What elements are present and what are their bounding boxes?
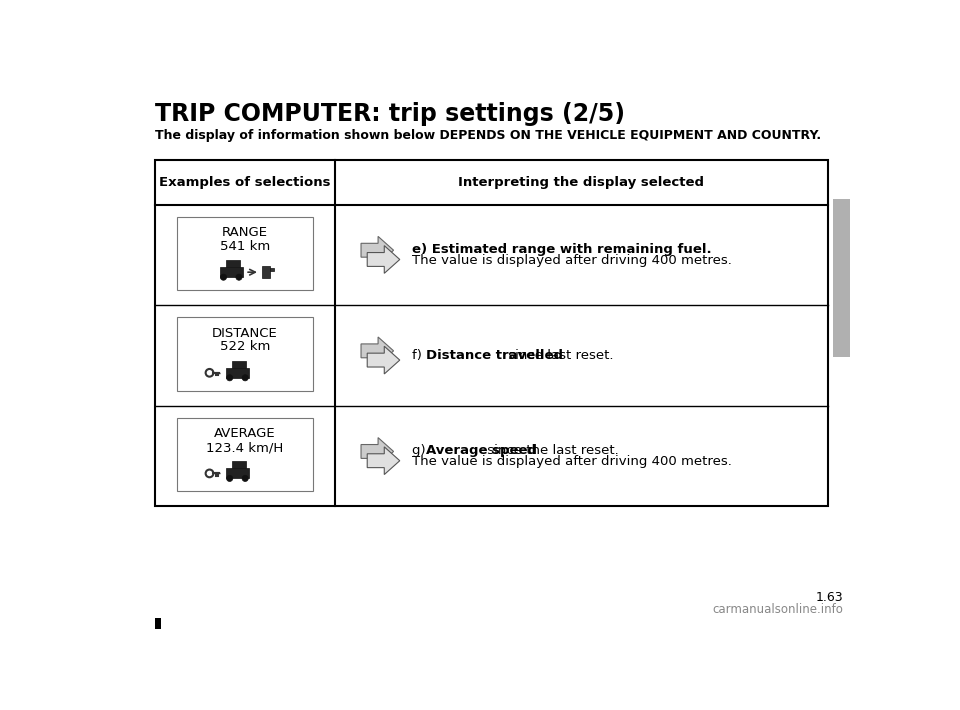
Bar — [226, 261, 240, 267]
Text: Interpreting the display selected: Interpreting the display selected — [458, 175, 704, 189]
Bar — [232, 462, 246, 469]
Circle shape — [221, 274, 227, 280]
Text: 522 km: 522 km — [220, 341, 270, 354]
Bar — [262, 266, 270, 278]
Text: The value is displayed after driving 400 metres.: The value is displayed after driving 400… — [412, 455, 732, 468]
Text: carmanualsonline.info: carmanualsonline.info — [712, 604, 843, 616]
Bar — [155, 618, 161, 629]
Circle shape — [227, 475, 232, 481]
Bar — [270, 268, 274, 271]
Polygon shape — [368, 346, 399, 374]
Text: DISTANCE: DISTANCE — [212, 327, 277, 339]
Polygon shape — [368, 447, 399, 474]
Bar — [833, 200, 850, 357]
Bar — [177, 418, 313, 491]
Text: Examples of selections: Examples of selections — [159, 175, 330, 189]
Bar — [232, 361, 246, 368]
Polygon shape — [361, 337, 394, 365]
Text: The display of information shown below DEPENDS ON THE VEHICLE EQUIPMENT AND COUN: The display of information shown below D… — [155, 129, 821, 142]
Text: TRIP COMPUTER: trip settings (2/5): TRIP COMPUTER: trip settings (2/5) — [155, 102, 625, 126]
Text: Average speed: Average speed — [426, 444, 538, 457]
Polygon shape — [368, 246, 399, 273]
Text: e) Estimated range with remaining fuel.: e) Estimated range with remaining fuel. — [412, 243, 711, 256]
Text: since the last reset.: since the last reset. — [483, 444, 618, 457]
Text: AVERAGE: AVERAGE — [214, 427, 276, 440]
Bar — [177, 317, 313, 390]
Bar — [226, 469, 249, 479]
Text: 123.4 km/H: 123.4 km/H — [206, 441, 283, 454]
Text: since last reset.: since last reset. — [504, 349, 613, 362]
Text: 541 km: 541 km — [220, 240, 270, 253]
Text: g): g) — [412, 444, 430, 457]
Bar — [155, 160, 828, 506]
Polygon shape — [361, 437, 394, 465]
Text: 1.63: 1.63 — [815, 591, 843, 604]
Circle shape — [242, 375, 249, 381]
Text: f): f) — [412, 349, 430, 362]
Text: RANGE: RANGE — [222, 226, 268, 239]
Circle shape — [227, 375, 232, 381]
Text: The value is displayed after driving 400 metres.: The value is displayed after driving 400… — [412, 253, 732, 267]
Bar — [226, 368, 249, 378]
Bar — [220, 267, 243, 277]
Text: Distance travelled: Distance travelled — [426, 349, 564, 362]
Bar — [177, 217, 313, 290]
Circle shape — [242, 475, 249, 481]
Circle shape — [236, 274, 242, 280]
Polygon shape — [361, 236, 394, 264]
